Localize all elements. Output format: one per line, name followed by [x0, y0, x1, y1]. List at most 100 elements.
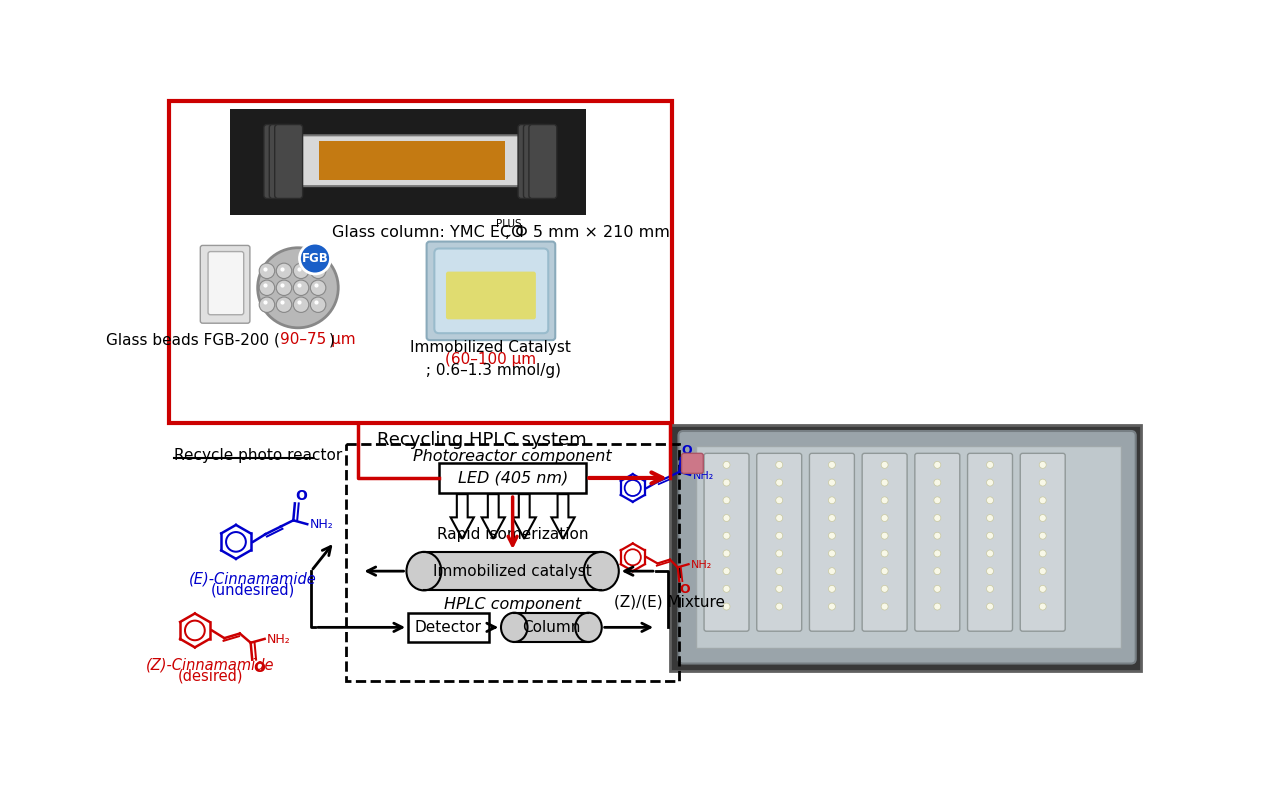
Circle shape — [881, 479, 888, 486]
Circle shape — [828, 479, 836, 486]
FancyBboxPatch shape — [439, 464, 586, 492]
FancyBboxPatch shape — [280, 135, 550, 186]
Circle shape — [723, 550, 730, 557]
Text: Recycling HPLC system: Recycling HPLC system — [376, 431, 586, 449]
Circle shape — [1039, 550, 1046, 557]
Circle shape — [776, 515, 782, 522]
Text: Glass column: YMC ECO: Glass column: YMC ECO — [332, 225, 524, 240]
Text: PLUS: PLUS — [497, 219, 522, 229]
Text: FGB: FGB — [302, 252, 329, 265]
Circle shape — [934, 550, 941, 557]
Polygon shape — [481, 494, 504, 539]
Text: O: O — [296, 488, 307, 503]
Polygon shape — [451, 494, 474, 539]
FancyBboxPatch shape — [169, 102, 672, 423]
Circle shape — [881, 603, 888, 610]
Circle shape — [259, 297, 275, 312]
Text: Rapid isomerization: Rapid isomerization — [436, 527, 589, 542]
Circle shape — [776, 532, 782, 539]
FancyBboxPatch shape — [515, 613, 589, 642]
FancyBboxPatch shape — [524, 125, 552, 198]
Circle shape — [723, 479, 730, 486]
FancyBboxPatch shape — [696, 446, 1121, 648]
Text: HPLC component: HPLC component — [444, 597, 581, 612]
Circle shape — [259, 280, 275, 295]
Circle shape — [934, 461, 941, 468]
Text: (desired): (desired) — [178, 669, 243, 684]
Text: Recycle photo reactor: Recycle photo reactor — [174, 448, 342, 463]
FancyBboxPatch shape — [319, 141, 504, 180]
Circle shape — [723, 585, 730, 592]
Circle shape — [987, 497, 993, 503]
FancyBboxPatch shape — [863, 453, 908, 631]
Text: Immobilized catalyst: Immobilized catalyst — [433, 564, 591, 579]
FancyBboxPatch shape — [915, 453, 960, 631]
Circle shape — [987, 479, 993, 486]
Circle shape — [881, 497, 888, 503]
FancyBboxPatch shape — [426, 241, 556, 340]
Circle shape — [881, 550, 888, 557]
Circle shape — [776, 603, 782, 610]
Ellipse shape — [575, 613, 602, 642]
Text: Immobilized Catalyst: Immobilized Catalyst — [411, 340, 571, 355]
Text: (E)-Cinnamamide: (E)-Cinnamamide — [189, 571, 317, 586]
Circle shape — [723, 603, 730, 610]
Circle shape — [828, 497, 836, 503]
Text: (undesired): (undesired) — [211, 583, 296, 598]
Circle shape — [987, 585, 993, 592]
Circle shape — [723, 568, 730, 575]
Ellipse shape — [407, 552, 442, 591]
Circle shape — [987, 515, 993, 522]
Circle shape — [987, 603, 993, 610]
Text: NH₂: NH₂ — [691, 560, 712, 570]
Circle shape — [310, 263, 326, 279]
Text: (60–100 μm: (60–100 μm — [445, 352, 536, 367]
Text: (Z)-Cinnamamide: (Z)-Cinnamamide — [146, 657, 275, 673]
Circle shape — [881, 585, 888, 592]
Circle shape — [310, 297, 326, 312]
Ellipse shape — [500, 613, 527, 642]
Circle shape — [881, 515, 888, 522]
FancyBboxPatch shape — [678, 431, 1135, 664]
FancyBboxPatch shape — [408, 613, 489, 642]
FancyBboxPatch shape — [269, 125, 297, 198]
FancyBboxPatch shape — [200, 245, 250, 323]
Text: Glass beads FGB-200 (: Glass beads FGB-200 ( — [106, 333, 280, 348]
Circle shape — [934, 479, 941, 486]
Circle shape — [776, 550, 782, 557]
Circle shape — [828, 603, 836, 610]
Circle shape — [293, 263, 308, 279]
Circle shape — [828, 568, 836, 575]
Circle shape — [987, 550, 993, 557]
Text: 90–75 μm: 90–75 μm — [280, 333, 356, 348]
FancyBboxPatch shape — [229, 109, 586, 215]
FancyBboxPatch shape — [968, 453, 1012, 631]
FancyBboxPatch shape — [681, 453, 703, 473]
FancyBboxPatch shape — [1020, 453, 1065, 631]
Circle shape — [1039, 461, 1046, 468]
Text: O: O — [253, 661, 265, 675]
Circle shape — [776, 479, 782, 486]
Text: ; 0.6–1.3 mmol/g): ; 0.6–1.3 mmol/g) — [421, 363, 561, 378]
Circle shape — [828, 532, 836, 539]
Circle shape — [934, 515, 941, 522]
FancyBboxPatch shape — [529, 125, 557, 198]
Circle shape — [310, 280, 326, 295]
Circle shape — [828, 461, 836, 468]
Circle shape — [276, 263, 292, 279]
Text: , Φ 5 mm × 210 mm: , Φ 5 mm × 210 mm — [504, 225, 669, 240]
Circle shape — [776, 497, 782, 503]
Polygon shape — [552, 494, 575, 539]
Circle shape — [723, 461, 730, 468]
Circle shape — [881, 568, 888, 575]
Circle shape — [934, 568, 941, 575]
Circle shape — [881, 461, 888, 468]
Circle shape — [776, 585, 782, 592]
Circle shape — [1039, 497, 1046, 503]
Circle shape — [934, 497, 941, 503]
Text: O: O — [680, 583, 690, 596]
Circle shape — [828, 550, 836, 557]
Circle shape — [723, 515, 730, 522]
Text: ): ) — [329, 333, 335, 348]
FancyBboxPatch shape — [424, 552, 602, 591]
